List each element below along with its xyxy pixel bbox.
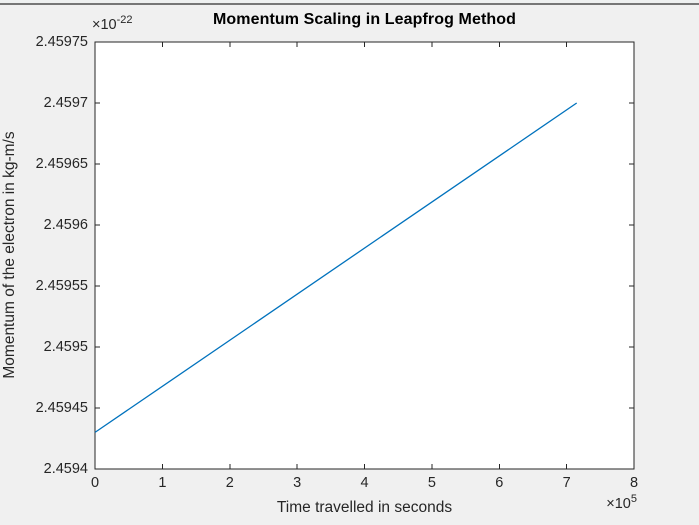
y-tick-label: 2.4597 [43,95,88,111]
x-tick-label: 4 [360,475,369,491]
y-axis-multiplier-base: ×10 [92,17,117,33]
x-tick-label: 6 [495,475,504,491]
x-axis-multiplier: ×105 [606,493,637,512]
y-axis-multiplier-exponent: -22 [116,14,133,27]
x-axis-multiplier-exponent: 5 [630,493,637,506]
x-tick-label: 3 [293,475,302,491]
y-axis-label: Momentum of the electron in kg-m/s [1,131,18,379]
x-tick-label: 0 [90,475,100,491]
x-tick-label: 2 [225,475,234,491]
chart-title: Momentum Scaling in Leapfrog Method [212,11,517,28]
y-tick-label: 2.4595 [43,339,88,355]
x-tick-label: 7 [562,475,571,491]
x-axis-label: Time travelled in seconds [276,499,453,516]
x-tick-label: 8 [629,475,639,491]
x-tick-label: 1 [158,475,167,491]
y-tick-label: 2.45945 [35,400,88,416]
y-axis-multiplier: ×10-22 [92,14,133,33]
y-tick-label: 2.45975 [35,34,88,50]
y-tick-label: 2.45965 [35,156,88,172]
y-tick-label: 2.4596 [43,217,88,233]
x-tick-label: 5 [427,475,436,491]
y-tick-label: 2.4594 [43,461,88,477]
x-axis-multiplier-base: ×10 [606,496,631,512]
y-tick-label: 2.45955 [35,278,88,294]
window-top-edge [0,0,699,5]
